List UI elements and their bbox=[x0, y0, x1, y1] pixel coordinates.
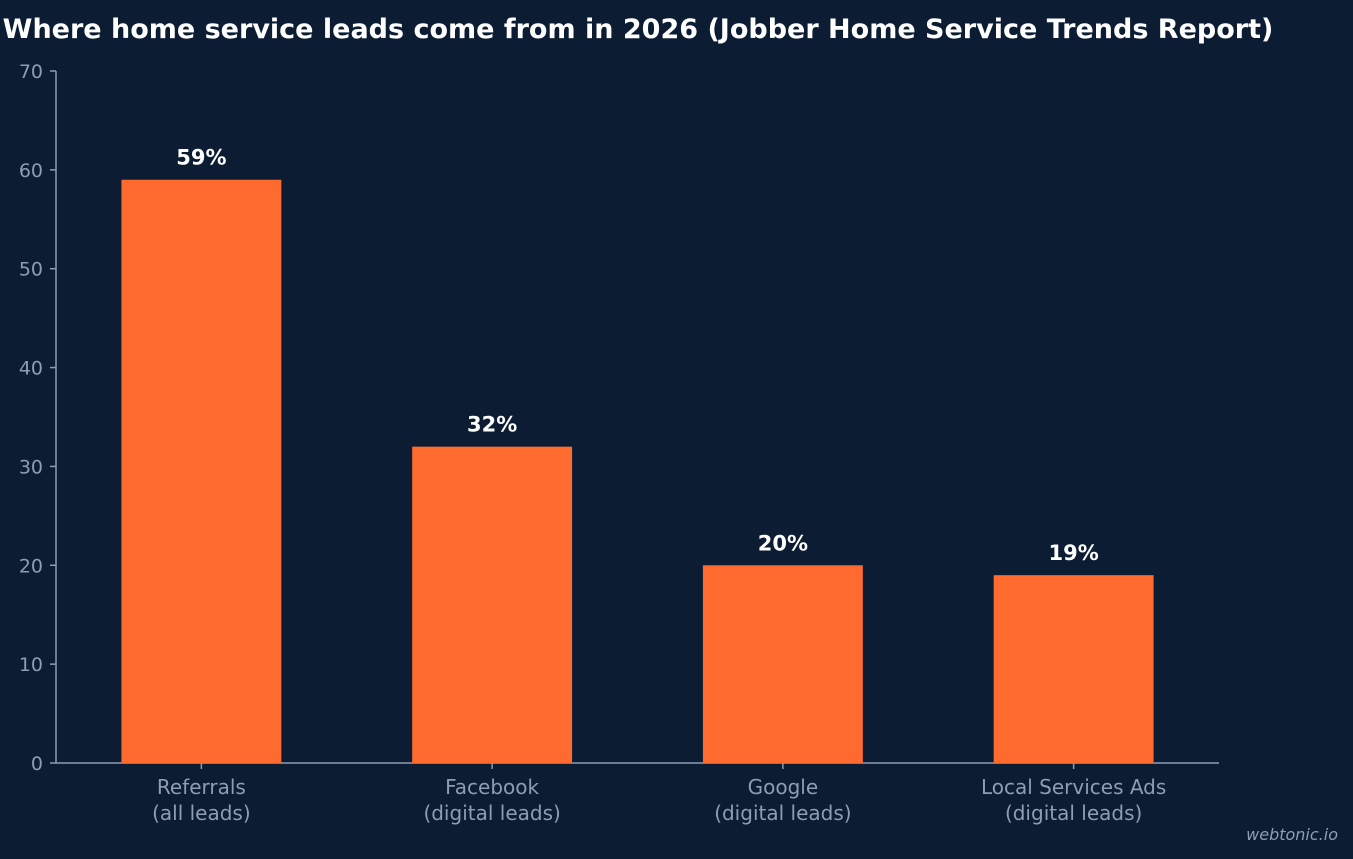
x-tick-label: Google bbox=[748, 775, 819, 799]
bar-value-label: 19% bbox=[1048, 541, 1098, 565]
x-tick-label: (digital leads) bbox=[1005, 801, 1142, 825]
x-tick-label: (all leads) bbox=[152, 801, 251, 825]
x-tick-label: (digital leads) bbox=[423, 801, 560, 825]
bar-value-label: 32% bbox=[467, 413, 517, 437]
y-tick-label: 10 bbox=[19, 654, 43, 676]
watermark: webtonic.io bbox=[1246, 825, 1338, 844]
y-tick-label: 40 bbox=[19, 358, 43, 380]
y-tick-label: 0 bbox=[31, 753, 43, 775]
bar bbox=[702, 565, 863, 763]
bar-value-label: 59% bbox=[176, 146, 226, 170]
bar bbox=[121, 179, 282, 763]
y-tick-label: 50 bbox=[19, 259, 43, 281]
bar bbox=[993, 575, 1154, 763]
x-tick-label: Referrals bbox=[157, 775, 246, 799]
y-tick-label: 70 bbox=[19, 61, 43, 83]
y-tick-label: 20 bbox=[19, 555, 43, 577]
bar bbox=[412, 446, 573, 763]
y-tick-label: 60 bbox=[19, 160, 43, 182]
x-tick-label: Facebook bbox=[445, 775, 539, 799]
x-tick-label: (digital leads) bbox=[714, 801, 851, 825]
x-tick-label: Local Services Ads bbox=[981, 775, 1166, 799]
chart-title: Where home service leads come from in 20… bbox=[3, 14, 1274, 45]
y-tick-label: 30 bbox=[19, 456, 43, 478]
bars bbox=[121, 179, 1154, 763]
bar-value-label: 20% bbox=[758, 531, 808, 555]
labels: 59%Referrals(all leads)32%Facebook(digit… bbox=[152, 146, 1166, 825]
